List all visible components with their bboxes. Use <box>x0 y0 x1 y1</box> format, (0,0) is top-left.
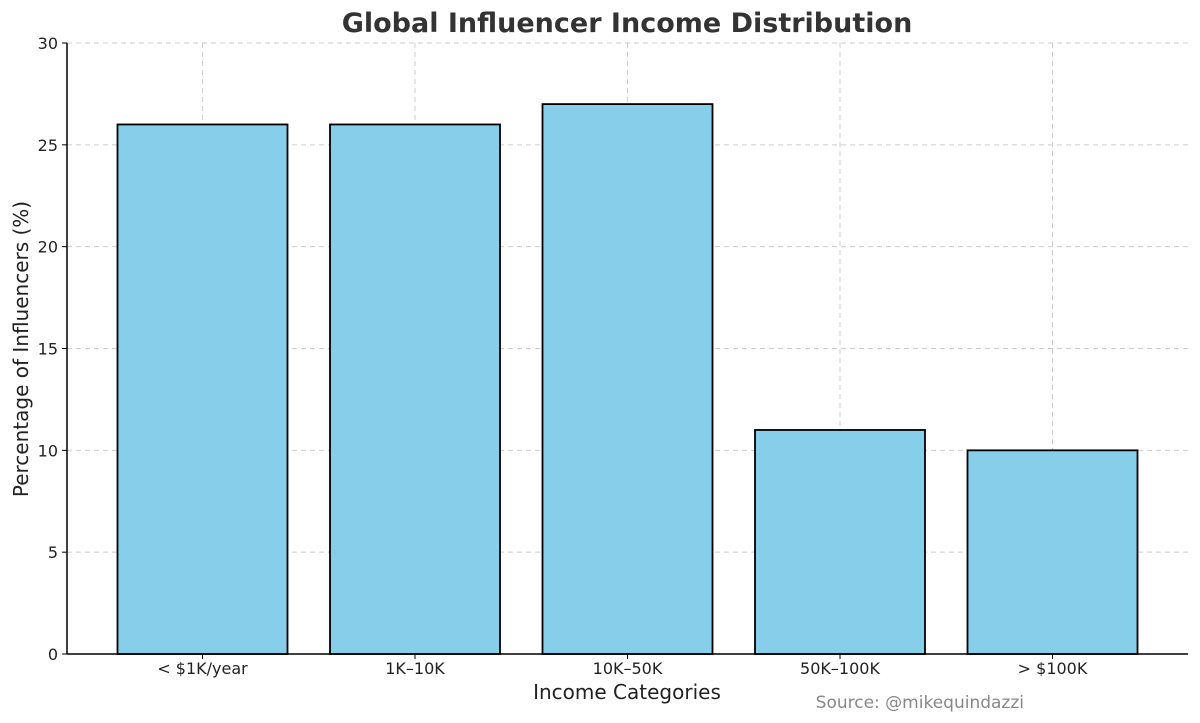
bar <box>754 429 926 655</box>
bar <box>329 123 501 655</box>
x-ticks: < $1K/year 1K–10K 10K–50K 50K–100K > $100K <box>157 654 1088 678</box>
bars <box>116 103 1139 655</box>
y-ticks: 0 5 10 15 20 25 30 <box>38 34 67 664</box>
x-tick-label: < $1K/year <box>157 659 248 678</box>
y-tick-label: 5 <box>48 543 58 562</box>
y-tick-label: 10 <box>38 441 58 460</box>
x-tick-label: 50K–100K <box>800 659 880 678</box>
y-tick-label: 15 <box>38 340 58 359</box>
y-axis-title: Percentage of Influencers (%) <box>9 201 33 497</box>
y-tick-label: 20 <box>38 238 58 257</box>
y-tick-label: 25 <box>38 136 58 155</box>
bar <box>541 103 714 655</box>
source-credit: Source: @mikequindazzi <box>816 693 1024 713</box>
y-tick-label: 0 <box>48 645 58 664</box>
x-tick-label: 10K–50K <box>593 659 663 678</box>
bar <box>116 123 289 655</box>
bar <box>966 449 1139 655</box>
chart-title: Global Influencer Income Distribution <box>342 8 913 39</box>
y-tick-label: 30 <box>38 34 58 53</box>
x-tick-label: > $100K <box>1018 659 1088 678</box>
x-axis-title: Income Categories <box>533 680 721 704</box>
x-tick-label: 1K–10K <box>385 659 445 678</box>
